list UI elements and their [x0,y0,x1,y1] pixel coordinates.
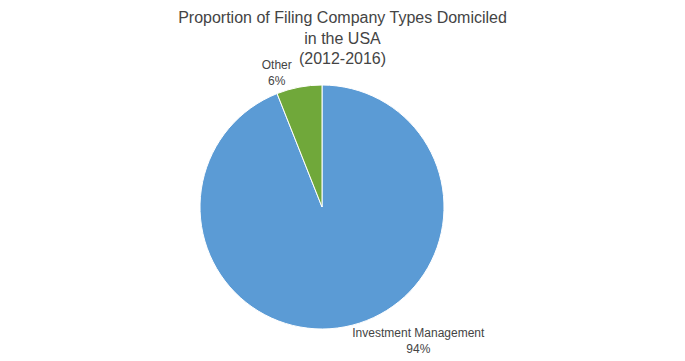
svg-text:Investment Management94%: Investment Management94% [352,326,485,356]
svg-text:Proportion of Filing Company T: Proportion of Filing Company Types Domic… [178,9,507,68]
svg-text:Other6%: Other6% [262,58,292,88]
